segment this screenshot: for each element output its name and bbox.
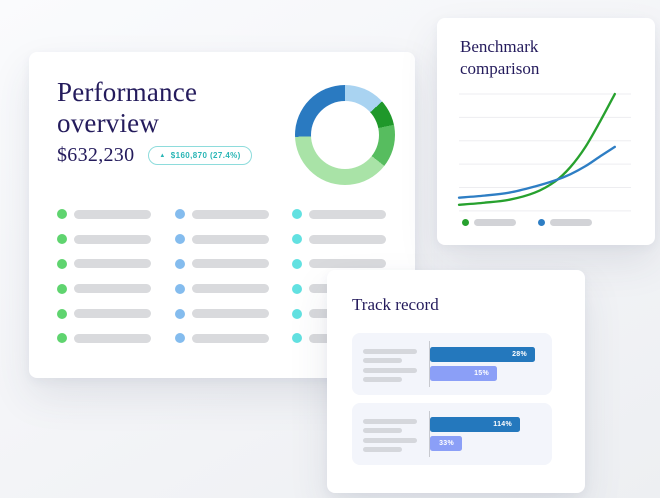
legend-skeleton-bar — [74, 309, 151, 319]
legend-dot — [292, 209, 302, 220]
legend-skeleton-bar — [309, 234, 386, 244]
legend-skeleton-bar — [191, 259, 269, 269]
legend-skeleton-bar — [74, 234, 151, 244]
skeleton-text-line — [363, 358, 402, 363]
skeleton-text-line — [363, 349, 417, 354]
legend-dot — [174, 333, 185, 344]
bar-value-label: 28% — [512, 351, 527, 358]
legend-skeleton-bar — [74, 333, 151, 343]
legend-dot — [174, 258, 185, 269]
benchmark-line-chart — [457, 92, 631, 212]
legend-skeleton-bar — [74, 259, 151, 269]
legend-dot — [538, 219, 545, 226]
legend-dot — [57, 209, 67, 220]
track-title: Track record — [352, 295, 439, 314]
legend-dot — [57, 333, 67, 344]
legend-dot — [57, 308, 67, 319]
delta-badge: ▲ $160,870 (27.4%) — [148, 146, 252, 165]
legend-skeleton-bar — [309, 259, 386, 269]
primary-bar: 28% — [430, 347, 535, 362]
axis-divider — [429, 341, 430, 387]
legend-row-item — [57, 258, 175, 269]
skeleton-text-line — [363, 419, 417, 424]
legend-row-item — [292, 209, 410, 220]
skeleton-text-line — [363, 447, 402, 452]
legend-skeleton-pill — [474, 219, 516, 226]
legend-row-item — [174, 333, 293, 344]
bar-value-label: 33% — [439, 440, 454, 447]
legend-dot — [174, 283, 185, 294]
skeleton-text-block — [363, 349, 417, 382]
legend-row-item — [174, 234, 293, 245]
legend-row-item — [57, 308, 175, 319]
donut-chart — [295, 85, 395, 185]
track-record-group: 114% 33% — [352, 403, 552, 465]
legend-dot — [292, 258, 302, 269]
skeleton-text-line — [363, 428, 402, 433]
legend-skeleton-bar — [191, 309, 269, 319]
green-series-line — [457, 92, 616, 206]
legend-dot — [57, 234, 67, 245]
legend-row-item — [174, 308, 293, 319]
legend-row-item — [57, 209, 175, 220]
secondary-bar: 33% — [430, 436, 462, 451]
legend-dot — [174, 209, 185, 220]
legend-row-item — [174, 283, 293, 294]
legend-skeleton-bar — [74, 284, 151, 294]
legend-row-item — [292, 258, 410, 269]
secondary-bar: 15% — [430, 366, 497, 381]
skeleton-text-line — [363, 438, 417, 443]
up-triangle-icon: ▲ — [159, 152, 166, 159]
legend-skeleton-bar — [191, 234, 269, 244]
axis-divider — [429, 411, 430, 457]
legend-skeleton-bar — [309, 209, 386, 219]
legend-skeleton-bar — [191, 209, 269, 219]
legend-skeleton-bar — [191, 284, 269, 294]
legend-skeleton-bar — [74, 209, 151, 219]
legend-dot — [292, 333, 302, 344]
bar-value-label: 15% — [474, 370, 489, 377]
legend-item — [538, 219, 592, 226]
legend-skeleton-pill — [550, 219, 592, 226]
bar-value-label: 114% — [493, 421, 512, 428]
legend-row-item — [174, 209, 293, 220]
kpi-row: $632,230 ▲ $160,870 (27.4%) — [57, 144, 252, 167]
primary-bar: 114% — [430, 417, 520, 432]
legend-row-item — [57, 333, 175, 344]
track-record-card: Track record 28% 15% — [327, 270, 585, 493]
performance-overview-card: Performance overview $632,230 ▲ $160,870… — [29, 52, 415, 378]
legend-dot — [57, 283, 67, 294]
kpi-value: $632,230 — [57, 144, 135, 166]
legend-row-item — [57, 283, 175, 294]
track-record-group: 28% 15% — [352, 333, 552, 395]
legend-dot — [292, 308, 302, 319]
skeleton-text-line — [363, 377, 402, 382]
legend-dot — [174, 234, 185, 245]
legend-dot — [174, 308, 185, 319]
legend-row-item — [174, 258, 293, 269]
blue-series-line — [457, 145, 616, 199]
legend-dot — [462, 219, 469, 226]
performance-title: Performance overview — [57, 77, 198, 138]
legend-row-item — [57, 234, 175, 245]
legend-dot — [292, 283, 302, 294]
legend-dot — [292, 234, 302, 245]
legend-item — [462, 219, 516, 226]
legend-dot — [57, 258, 67, 269]
benchmark-comparison-card: Benchmark comparison — [437, 18, 655, 245]
legend-skeleton-bar — [191, 333, 269, 343]
skeleton-text-line — [363, 368, 417, 373]
skeleton-text-block — [363, 419, 417, 452]
benchmark-legend — [462, 219, 592, 226]
benchmark-title: Benchmark comparison — [460, 37, 540, 78]
legend-row-item — [292, 234, 410, 245]
delta-label: $160,870 (27.4%) — [170, 151, 241, 160]
